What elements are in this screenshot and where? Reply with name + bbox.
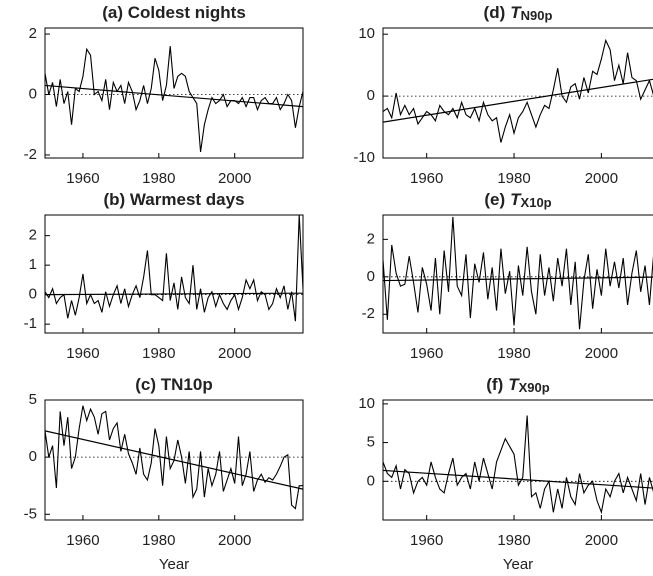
panel: (d) TN90p -10 0 10 1960 1980 2000	[353, 3, 653, 187]
axes-box	[44, 399, 304, 521]
panel-title: (e) TX10p	[484, 190, 551, 210]
axes-box	[44, 27, 304, 159]
panel: (f) TX90p 0 5 10 1960 1980 2000 Year	[358, 375, 653, 573]
axes-box	[382, 214, 653, 334]
y-tick-label: -5	[24, 505, 37, 522]
panel: (c) TN10p -5 0 5 1960 1980 2000 Year	[24, 375, 304, 573]
panel-title: (c) TN10p	[135, 375, 212, 394]
panel: (e) TX10p -2 0 2 1960 1980 2000	[362, 190, 653, 362]
y-tick-label: 0	[367, 87, 375, 104]
y-tick-label: -1	[24, 315, 37, 332]
axes-box	[382, 399, 653, 521]
x-tick-label: 1980	[497, 532, 530, 549]
x-tick-label: 1980	[142, 345, 175, 362]
plot-area	[383, 38, 653, 143]
x-tick-label: 2000	[585, 170, 618, 187]
panel: (a) Coldest nights -2 0 2 1960 1980 2000	[24, 3, 304, 187]
trend-line	[383, 78, 653, 123]
plot-area	[45, 405, 303, 510]
x-tick-label: 1960	[410, 170, 443, 187]
trend-line	[45, 430, 303, 490]
title-text: (a) Coldest nights	[102, 3, 246, 22]
x-tick-label: 2000	[218, 532, 251, 549]
trend-line	[45, 84, 303, 108]
title-subscript: X10p	[521, 195, 552, 210]
data-line	[383, 415, 653, 515]
trend-line	[383, 469, 653, 489]
x-tick-label: 2000	[585, 532, 618, 549]
y-tick-label: 0	[367, 268, 375, 285]
data-line	[45, 215, 303, 322]
plot-area	[45, 215, 303, 322]
trend-line	[383, 276, 653, 282]
y-tick-label: 10	[358, 395, 375, 412]
title-subscript: X90p	[519, 380, 550, 395]
x-tick-label: 1960	[66, 532, 99, 549]
title-text: (d)	[484, 3, 506, 22]
axes-box	[44, 214, 304, 334]
x-tick-label: 2000	[218, 170, 251, 187]
x-tick-label: 1960	[66, 170, 99, 187]
title-text: (c) TN10p	[135, 375, 212, 394]
y-tick-label: 2	[29, 25, 37, 42]
x-tick-label: 1980	[142, 532, 175, 549]
y-tick-label: 0	[29, 286, 37, 303]
title-symbol: T	[510, 3, 522, 22]
x-tick-label: 1980	[497, 170, 530, 187]
panel-title: (a) Coldest nights	[102, 3, 246, 22]
y-tick-label: 2	[29, 227, 37, 244]
plot-area	[45, 46, 303, 153]
x-axis-label: Year	[503, 556, 533, 573]
y-tick-label: 0	[29, 448, 37, 465]
x-tick-label: 2000	[585, 345, 618, 362]
x-tick-label: 1960	[410, 532, 443, 549]
y-tick-label: 0	[367, 472, 375, 489]
title-symbol: T	[508, 375, 520, 394]
y-tick-label: 5	[367, 434, 375, 451]
x-tick-label: 2000	[218, 345, 251, 362]
y-tick-label: -2	[362, 305, 375, 322]
title-text: (f)	[486, 375, 503, 394]
x-axis-label: Year	[159, 556, 189, 573]
plot-area	[383, 216, 653, 330]
y-tick-label: 10	[358, 25, 375, 42]
panel-title: (d) TN90p	[484, 3, 553, 23]
y-tick-label: 5	[29, 391, 37, 408]
x-tick-label: 1980	[497, 345, 530, 362]
x-tick-label: 1960	[410, 345, 443, 362]
title-text: (b) Warmest days	[103, 190, 244, 209]
data-line	[383, 216, 653, 330]
title-subscript: N90p	[521, 8, 553, 23]
y-tick-label: 0	[29, 85, 37, 102]
data-line	[45, 46, 303, 153]
panel-title: (b) Warmest days	[103, 190, 244, 209]
y-tick-label: 1	[29, 256, 37, 273]
data-line	[383, 38, 653, 143]
x-tick-label: 1980	[142, 170, 175, 187]
trend-line	[45, 292, 303, 296]
title-symbol: T	[510, 190, 522, 209]
y-tick-label: 2	[367, 230, 375, 247]
x-tick-label: 1960	[66, 345, 99, 362]
axes-box	[382, 27, 653, 159]
plot-area	[383, 415, 653, 515]
title-text: (e)	[484, 190, 505, 209]
y-tick-label: -10	[353, 149, 375, 166]
y-tick-label: -2	[24, 146, 37, 163]
panel-title: (f) TX90p	[486, 375, 550, 395]
panel: (b) Warmest days -1 0 1 2 1960 1980 2000	[24, 190, 304, 362]
